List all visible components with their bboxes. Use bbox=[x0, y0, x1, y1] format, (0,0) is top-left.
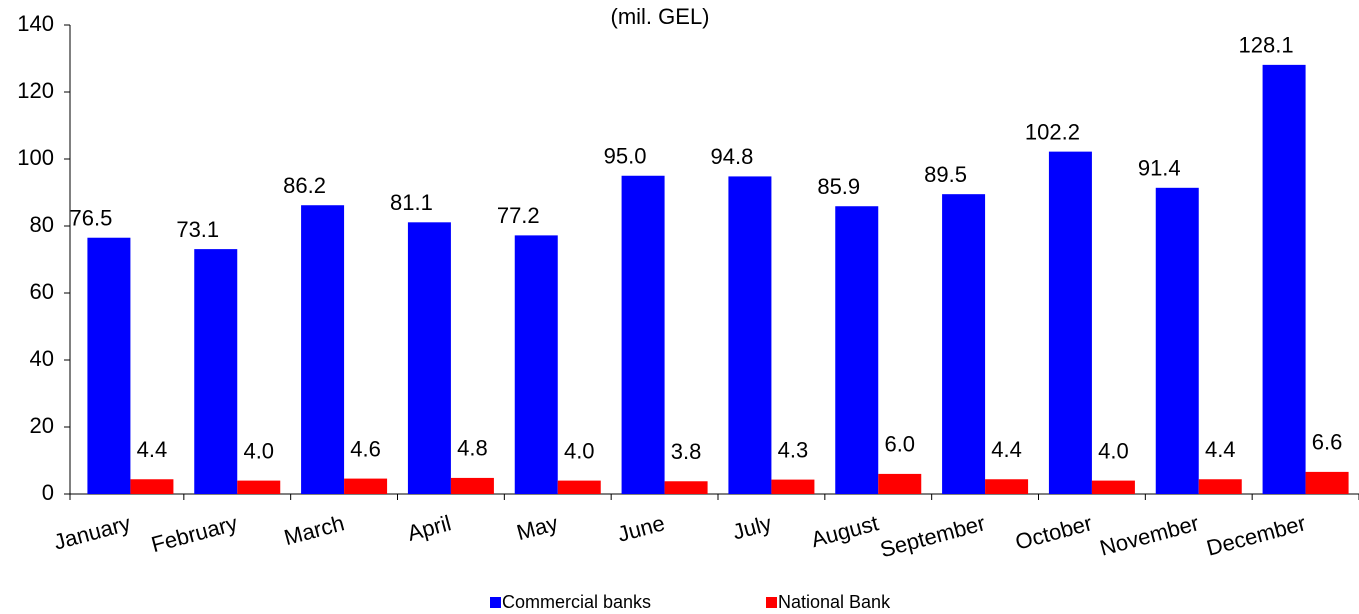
value-label: 4.4 bbox=[1205, 437, 1236, 462]
value-label: 4.0 bbox=[564, 438, 595, 463]
value-label: 86.2 bbox=[283, 173, 326, 198]
bar bbox=[514, 235, 558, 494]
x-tick-label: June bbox=[615, 510, 668, 546]
y-tick-label: 0 bbox=[42, 480, 54, 505]
value-label: 4.4 bbox=[991, 437, 1022, 462]
value-label: 4.0 bbox=[243, 438, 274, 463]
legend-swatch bbox=[490, 597, 501, 608]
bar bbox=[664, 481, 708, 494]
y-tick-label: 120 bbox=[17, 78, 54, 103]
value-label: 94.8 bbox=[711, 144, 754, 169]
y-tick-label: 140 bbox=[17, 11, 54, 36]
x-tick-label: March bbox=[281, 510, 347, 550]
bar bbox=[344, 478, 388, 494]
value-label: 6.0 bbox=[884, 432, 915, 457]
value-label: 73.1 bbox=[176, 217, 219, 242]
chart-subtitle: (mil. GEL) bbox=[611, 4, 710, 29]
bar bbox=[985, 479, 1029, 494]
value-label: 6.6 bbox=[1312, 430, 1343, 455]
y-tick-label: 60 bbox=[30, 279, 54, 304]
value-label: 4.6 bbox=[350, 436, 381, 461]
value-label: 128.1 bbox=[1239, 33, 1294, 58]
bar bbox=[450, 477, 494, 494]
bar bbox=[194, 249, 238, 494]
value-label: 4.4 bbox=[137, 437, 168, 462]
value-label: 85.9 bbox=[817, 174, 860, 199]
x-tick-label: January bbox=[51, 510, 133, 554]
bar bbox=[878, 473, 922, 494]
value-label: 76.5 bbox=[70, 206, 113, 231]
x-tick-label: May bbox=[514, 510, 561, 545]
bar bbox=[301, 205, 345, 495]
x-tick-label: October bbox=[1013, 510, 1095, 554]
bar bbox=[1262, 64, 1306, 495]
bar bbox=[1198, 479, 1242, 494]
x-tick-label: November bbox=[1097, 510, 1201, 560]
legend-label: Commercial banks bbox=[502, 592, 651, 612]
legend-label: National Bank bbox=[778, 592, 891, 612]
value-label: 4.3 bbox=[778, 437, 809, 462]
value-label: 95.0 bbox=[604, 144, 647, 169]
x-tick-label: April bbox=[405, 510, 454, 546]
y-tick-label: 80 bbox=[30, 212, 54, 237]
bar bbox=[728, 176, 772, 495]
value-label: 102.2 bbox=[1025, 119, 1080, 144]
value-label: 4.8 bbox=[457, 436, 488, 461]
x-tick-label: February bbox=[149, 510, 241, 557]
value-label: 3.8 bbox=[671, 439, 702, 464]
legend-swatch bbox=[766, 597, 777, 608]
bar bbox=[87, 237, 131, 494]
value-label: 81.1 bbox=[390, 190, 433, 215]
bar bbox=[557, 480, 601, 494]
x-tick-label: December bbox=[1204, 510, 1308, 560]
bar bbox=[771, 479, 815, 494]
bar bbox=[1048, 151, 1092, 494]
y-tick-label: 100 bbox=[17, 145, 54, 170]
x-tick-label: August bbox=[808, 510, 881, 552]
bar bbox=[1155, 187, 1199, 494]
bar bbox=[835, 206, 879, 495]
bar bbox=[1091, 480, 1135, 494]
bar bbox=[621, 175, 665, 494]
y-tick-label: 20 bbox=[30, 413, 54, 438]
bar bbox=[237, 480, 281, 494]
bar bbox=[130, 479, 174, 494]
x-tick-label: July bbox=[730, 510, 774, 544]
bar bbox=[1305, 471, 1349, 494]
bar bbox=[407, 222, 451, 494]
value-label: 91.4 bbox=[1138, 156, 1181, 181]
value-label: 4.0 bbox=[1098, 438, 1129, 463]
value-label: 89.5 bbox=[924, 162, 967, 187]
y-tick-label: 40 bbox=[30, 346, 54, 371]
x-tick-label: September bbox=[877, 510, 987, 562]
bar bbox=[942, 194, 986, 495]
value-label: 77.2 bbox=[497, 203, 540, 228]
